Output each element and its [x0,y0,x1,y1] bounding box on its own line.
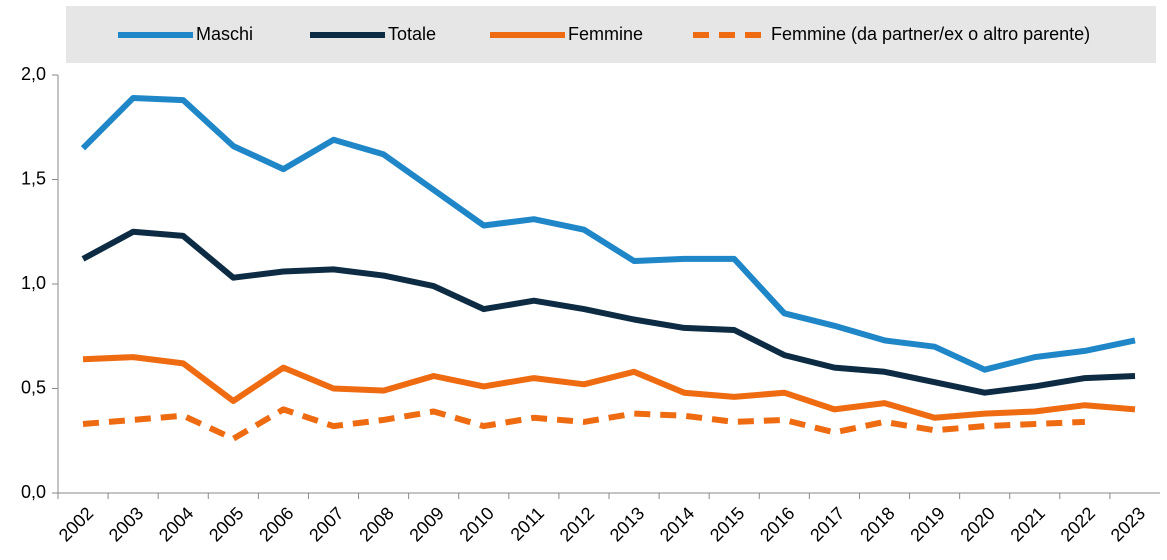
y-tick-label: 1,5 [21,168,46,188]
x-tick-label: 2022 [1057,503,1099,545]
x-tick-label: 2002 [55,503,97,545]
x-tick-label: 2008 [355,503,397,545]
x-tick-label: 2012 [556,503,598,545]
x-tick-label: 2021 [1007,503,1049,545]
x-tick-label: 2020 [956,503,998,545]
y-tick-label: 2,0 [21,64,46,84]
x-tick-label: 2015 [706,503,748,545]
y-tick-label: 1,0 [21,273,46,293]
x-tick-label: 2016 [756,503,798,545]
y-tick-label: 0,0 [21,482,46,502]
x-tick-label: 2007 [305,503,347,545]
legend-label: Femmine [568,24,643,44]
series-line [82,406,1086,442]
legend-label: Totale [388,24,436,44]
legend-label: Maschi [196,24,253,44]
y-tick-label: 0,5 [21,377,46,397]
x-tick-label: 2019 [906,503,948,545]
x-tick-label: 2003 [105,503,147,545]
x-tick-label: 2010 [456,503,498,545]
legend-label: Femmine (da partner/ex o altro parente) [771,24,1090,44]
x-tick-label: 2017 [806,503,848,545]
legend-box [66,6,1156,63]
x-tick-label: 2004 [155,503,197,545]
series-line [80,95,1136,373]
x-tick-label: 2014 [656,503,698,545]
x-tick-label: 2006 [255,503,297,545]
x-tick-label: 2005 [205,503,247,545]
x-tick-label: 2013 [606,503,648,545]
x-tick-label: 2009 [405,503,447,545]
x-tick-label: 2011 [507,503,549,545]
x-tick-label: 2018 [856,503,898,545]
x-tick-label: 2023 [1107,503,1149,545]
series-line [82,354,1136,421]
series-line [81,228,1136,396]
